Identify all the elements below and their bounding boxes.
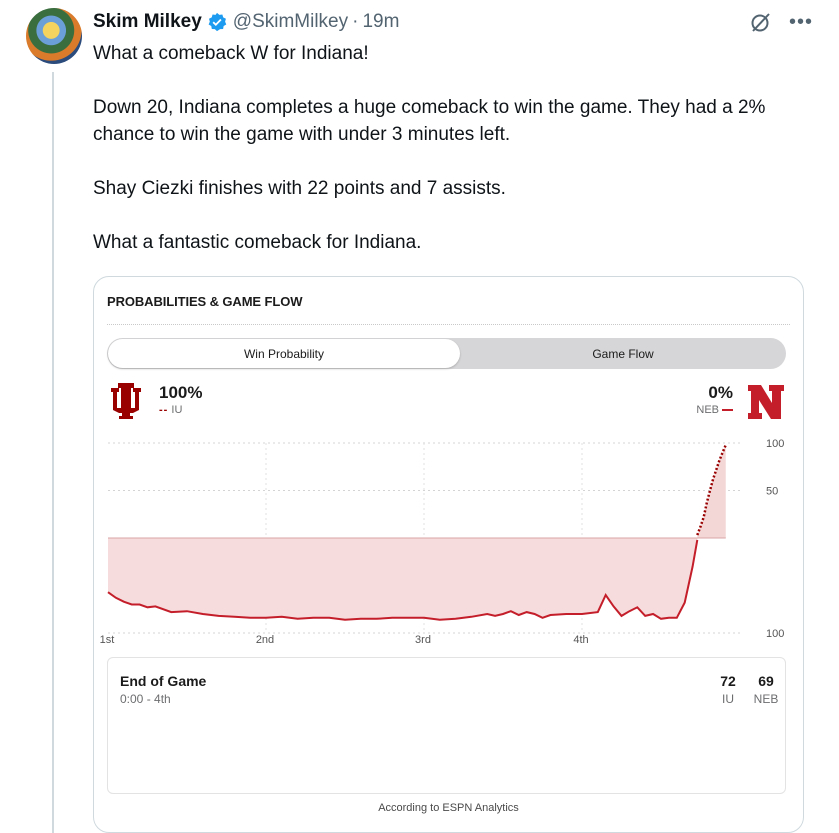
x-tick-label: 2nd	[256, 634, 274, 646]
tab-win-probability[interactable]: Win Probability	[108, 339, 460, 368]
x-tick-label: 1st	[100, 634, 115, 646]
iu-trident-logo	[111, 383, 141, 419]
team-neb: 0% NEB	[696, 383, 785, 421]
tweet-header: Skim Milkey @SkimMilkey · 19m	[93, 10, 399, 34]
tweet-paragraph: What a fantastic comeback for Indiana.	[93, 232, 422, 253]
game-clock: 0:00 - 4th	[120, 692, 171, 706]
y-tick-label: 50	[766, 486, 778, 498]
score-iu: 72 IU	[708, 673, 748, 706]
team-iu: 100% -- IU	[109, 383, 202, 419]
handle[interactable]: @SkimMilkey	[232, 11, 349, 32]
card-divider	[107, 324, 790, 325]
series-line-iu	[696, 444, 727, 536]
tweet-paragraph: Down 20, Indiana completes a huge comeba…	[93, 97, 766, 145]
x-tick-label: 4th	[573, 634, 588, 646]
score-neb-abbr: NEB	[753, 692, 779, 706]
score-iu-abbr: IU	[722, 692, 734, 706]
espn-probability-card[interactable]: PROBABILITIES & GAME FLOW Win Probabilit…	[93, 276, 804, 833]
iu-win-pct: 100%	[159, 383, 203, 402]
tweet-paragraph: Shay Ciezki finishes with 22 points and …	[93, 178, 506, 199]
grok-icon[interactable]	[749, 10, 773, 34]
y-tick-label: 100	[766, 628, 784, 640]
iu-legend-marker: --	[159, 404, 169, 416]
neb-win-pct: 0%	[708, 383, 733, 402]
tweet-text: What a comeback W for Indiana! Down 20, …	[93, 40, 813, 283]
thread-line	[52, 72, 54, 833]
score-neb: 69 NEB	[746, 673, 786, 706]
tweet-actions: •••	[749, 10, 813, 34]
score-iu-value: 72	[720, 673, 736, 689]
view-toggle: Win Probability Game Flow	[107, 338, 786, 369]
more-icon[interactable]: •••	[788, 11, 813, 33]
avatar[interactable]	[26, 8, 82, 64]
card-title: PROBABILITIES & GAME FLOW	[107, 294, 303, 309]
x-tick-label: 3rd	[415, 634, 431, 646]
game-summary: End of Game 0:00 - 4th 72 IU 69 NEB	[107, 657, 786, 794]
neb-legend-marker	[722, 409, 733, 412]
iu-abbr: IU	[171, 404, 183, 416]
score-neb-value: 69	[758, 673, 774, 689]
series-fill-neb	[108, 538, 698, 620]
series-line-neb	[107, 539, 699, 621]
tab-game-flow[interactable]: Game Flow	[592, 346, 654, 361]
neb-abbr: NEB	[696, 404, 719, 416]
tweet-paragraph: What a comeback W for Indiana!	[93, 43, 369, 64]
analytics-credit: According to ESPN Analytics	[378, 802, 519, 814]
game-status: End of Game	[120, 673, 207, 689]
display-name[interactable]: Skim Milkey	[93, 11, 202, 32]
y-tick-label: 100	[766, 438, 784, 450]
series-fill-iu	[697, 444, 726, 538]
timestamp[interactable]: 19m	[362, 11, 400, 32]
separator-dot: ·	[352, 11, 359, 32]
nebraska-n-logo	[748, 385, 784, 419]
win-probability-chart: 1st 2nd 3rd 4th 100 50 100	[100, 438, 785, 646]
verified-badge-icon	[208, 12, 227, 32]
